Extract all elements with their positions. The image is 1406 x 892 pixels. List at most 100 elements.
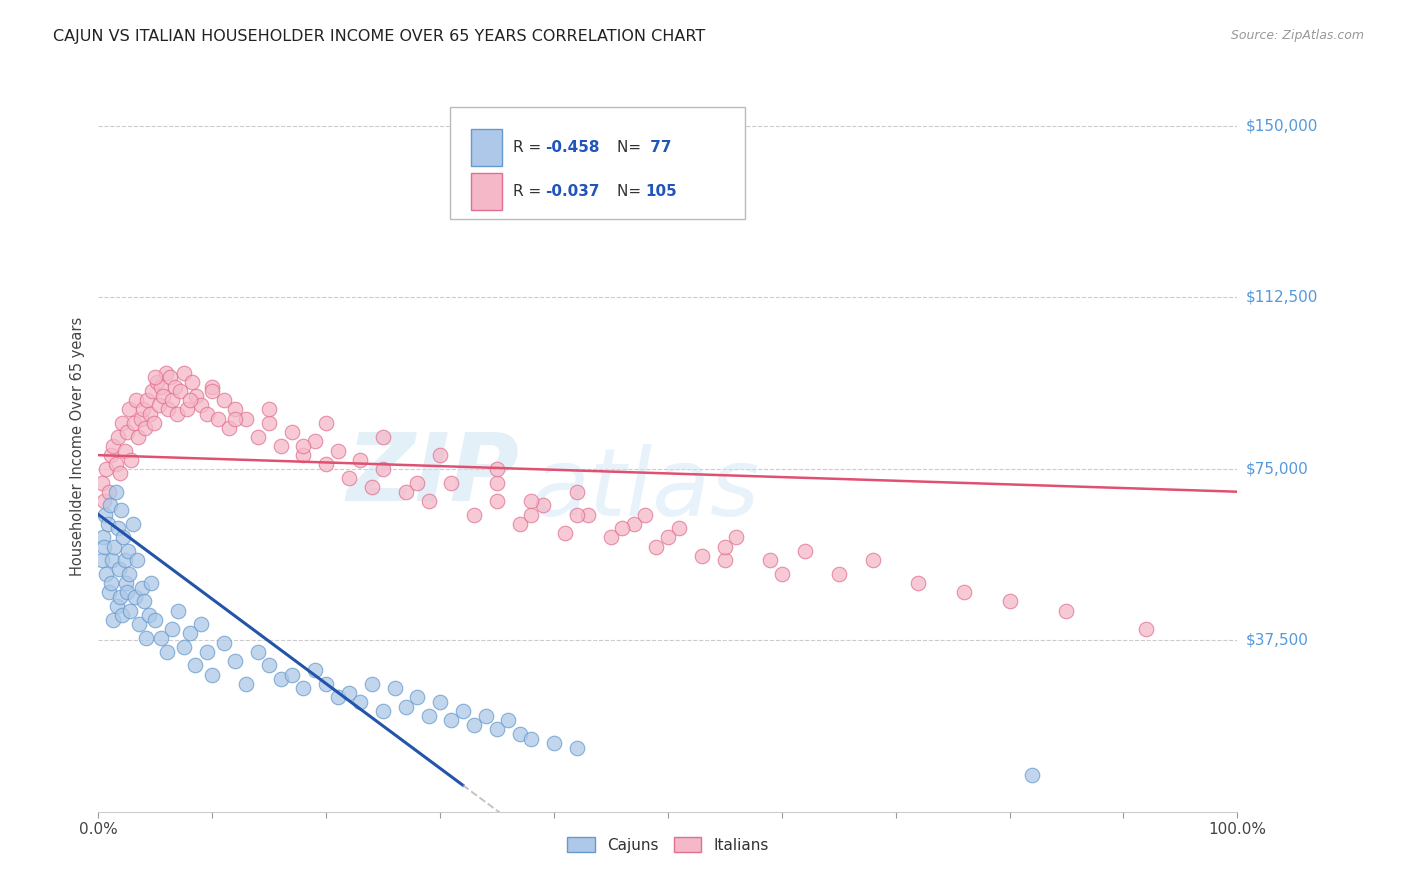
Point xyxy=(143,416,166,430)
Point xyxy=(520,508,543,522)
Point xyxy=(201,667,224,681)
Point xyxy=(337,471,360,485)
Point xyxy=(124,590,146,604)
Point xyxy=(1021,768,1043,782)
Point xyxy=(111,416,134,430)
Point xyxy=(108,562,131,576)
Point xyxy=(179,626,201,640)
Point xyxy=(770,567,793,582)
Point xyxy=(101,553,124,567)
Point xyxy=(180,375,202,389)
Point xyxy=(179,393,201,408)
Text: -0.037: -0.037 xyxy=(546,184,600,199)
Point xyxy=(139,576,162,591)
Point xyxy=(96,567,118,582)
Point xyxy=(246,645,269,659)
Point xyxy=(565,508,588,522)
Point xyxy=(162,393,184,408)
Point xyxy=(169,384,191,398)
Point xyxy=(156,645,179,659)
Point xyxy=(292,681,315,696)
Point xyxy=(94,508,117,522)
Point xyxy=(259,402,281,417)
Point xyxy=(953,585,976,599)
Point xyxy=(235,411,257,425)
Text: N=: N= xyxy=(617,140,647,155)
Point xyxy=(418,493,440,508)
Text: atlas: atlas xyxy=(531,444,759,535)
Point xyxy=(93,493,115,508)
Point xyxy=(112,530,135,544)
Point xyxy=(1135,622,1157,636)
Point xyxy=(90,553,112,567)
Point xyxy=(125,393,148,408)
Point xyxy=(103,540,125,554)
Point xyxy=(657,530,679,544)
Point xyxy=(156,402,179,417)
Point xyxy=(145,613,167,627)
Text: 77: 77 xyxy=(645,140,672,155)
Text: $37,500: $37,500 xyxy=(1246,632,1309,648)
Point xyxy=(128,617,150,632)
Point xyxy=(793,544,815,558)
Point xyxy=(645,540,668,554)
Point xyxy=(190,617,212,632)
Point xyxy=(634,508,657,522)
Point xyxy=(418,708,440,723)
Point xyxy=(509,727,531,741)
Point xyxy=(166,407,188,421)
Text: R =: R = xyxy=(513,140,547,155)
Point xyxy=(195,645,218,659)
Point xyxy=(145,370,167,384)
Point xyxy=(759,553,782,567)
Point xyxy=(371,704,394,718)
Point xyxy=(132,594,155,608)
Point xyxy=(163,379,186,393)
Text: CAJUN VS ITALIAN HOUSEHOLDER INCOME OVER 65 YEARS CORRELATION CHART: CAJUN VS ITALIAN HOUSEHOLDER INCOME OVER… xyxy=(53,29,706,44)
Point xyxy=(371,430,394,444)
Point xyxy=(862,553,884,567)
Text: -0.458: -0.458 xyxy=(546,140,600,155)
Point xyxy=(349,452,371,467)
Point xyxy=(136,393,159,408)
Point xyxy=(315,676,337,690)
Point xyxy=(118,402,141,417)
Point xyxy=(714,553,737,567)
Point xyxy=(134,420,156,434)
Point xyxy=(406,475,429,490)
Point xyxy=(623,516,645,531)
Point xyxy=(150,631,173,645)
Point xyxy=(173,366,195,380)
Point xyxy=(117,544,139,558)
Point xyxy=(429,448,451,462)
Point xyxy=(498,714,520,728)
Point xyxy=(565,740,588,755)
Point xyxy=(292,448,315,462)
Point xyxy=(110,503,132,517)
Point xyxy=(212,393,235,408)
Point xyxy=(270,439,292,453)
Point xyxy=(91,530,114,544)
Point xyxy=(107,521,129,535)
Point xyxy=(612,521,634,535)
Point xyxy=(668,521,690,535)
Point xyxy=(111,608,134,623)
Point xyxy=(486,723,509,737)
Point xyxy=(114,576,136,591)
Point xyxy=(395,484,418,499)
Point xyxy=(406,690,429,705)
Point xyxy=(543,736,565,750)
Point xyxy=(315,457,337,471)
Point xyxy=(828,567,851,582)
Point xyxy=(384,681,406,696)
Point xyxy=(224,411,246,425)
Point xyxy=(127,430,149,444)
Point xyxy=(235,676,257,690)
Point xyxy=(337,686,360,700)
Point xyxy=(371,462,394,476)
Point xyxy=(120,603,142,617)
Point xyxy=(224,654,246,668)
Point xyxy=(520,731,543,746)
Text: ZIP: ZIP xyxy=(347,429,520,521)
Point xyxy=(270,672,292,686)
